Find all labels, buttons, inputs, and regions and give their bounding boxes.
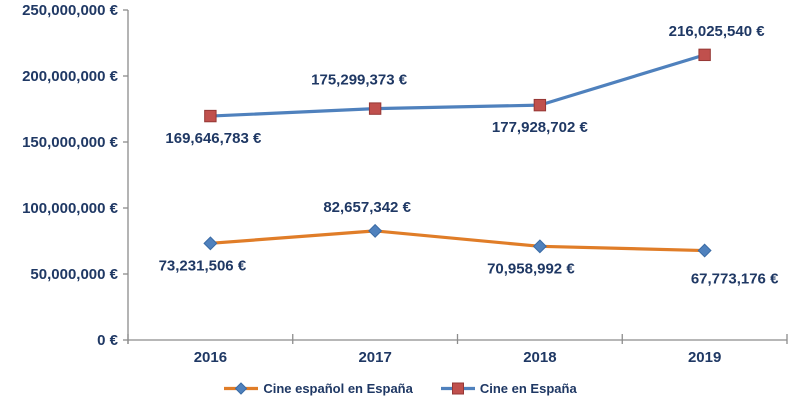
y-axis-label: 100,000,000 € (22, 200, 119, 217)
data-point-diamond-marker (368, 223, 383, 238)
legend-item-cine-en-espana: Cine en España (440, 381, 577, 396)
y-axis-label: 50,000,000 € (30, 266, 118, 283)
data-label: 73,231,506 € (159, 257, 247, 274)
legend-item-cine-espanol-en-espana: Cine español en España (223, 381, 413, 396)
data-label: 82,657,342 € (323, 199, 411, 216)
y-axis-label: 250,000,000 € (22, 2, 119, 19)
data-label: 169,646,783 € (165, 130, 262, 147)
y-axis-label: 200,000,000 € (22, 68, 119, 85)
data-point-diamond-marker (203, 236, 218, 251)
data-point-diamond-marker (532, 239, 547, 254)
series-line-cine-espanol (208, 229, 707, 253)
legend-swatch-diamond-icon (224, 382, 259, 395)
data-point-square-marker (204, 109, 217, 123)
x-axis-label: 2019 (688, 349, 721, 366)
legend: Cine español en España Cine en España (0, 381, 800, 396)
y-axis-label: 0 € (97, 332, 119, 349)
data-label: 175,299,373 € (311, 72, 408, 89)
y-axis-label: 150,000,000 € (22, 134, 119, 151)
legend-swatch-square-icon (440, 382, 475, 395)
legend-label-cine-espanol: Cine español en España (263, 381, 413, 396)
data-point-square-marker (368, 102, 382, 115)
data-point-diamond-marker (697, 243, 712, 258)
data-point-square-marker (698, 48, 711, 62)
data-point-square-marker (533, 98, 547, 112)
data-label: 70,958,992 € (487, 260, 575, 277)
data-label: 67,773,176 € (691, 271, 779, 288)
data-label: 216,025,540 € (669, 23, 766, 40)
x-axis-label: 2017 (358, 349, 391, 366)
x-axis-label: 2018 (523, 349, 556, 366)
data-label: 177,928,702 € (492, 119, 589, 136)
x-axis-label: 2016 (194, 349, 227, 366)
series-line-cine-en-espana (208, 53, 707, 118)
legend-label-cine-en-espana: Cine en España (479, 381, 577, 396)
